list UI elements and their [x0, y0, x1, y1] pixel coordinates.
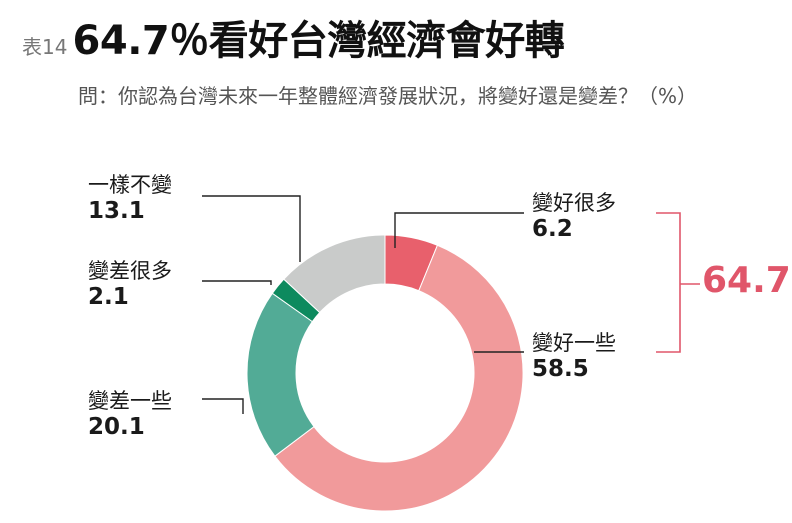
total-bracket	[656, 212, 681, 353]
slice-label-text: 變好很多	[532, 191, 616, 215]
leader-line-better-much	[394, 212, 524, 248]
slice-label-text: 變差很多	[88, 259, 172, 283]
slice-value: 13.1	[88, 198, 145, 224]
header: 表14 64.7％看好台灣經濟會好轉	[22, 8, 565, 66]
leader-lines	[202, 195, 524, 414]
slice-value: 2.1	[88, 284, 129, 310]
slice-label-text: 變差一些	[88, 389, 172, 413]
slice-label-text: 一樣不變	[88, 173, 172, 197]
slice-label-unchanged: 一樣不變 13.1	[88, 172, 172, 224]
table-number: 表14	[22, 35, 68, 59]
slice-value: 58.5	[532, 356, 589, 382]
donut-slice-worse-some	[246, 292, 315, 457]
donut-slices	[246, 234, 524, 512]
total-value: 64.7	[702, 260, 791, 301]
slice-label-better-some: 變好一些 58.5	[532, 330, 616, 382]
donut-slice-better-some	[274, 244, 524, 512]
slice-value: 20.1	[88, 414, 145, 440]
leader-line-unchanged	[202, 195, 301, 262]
chart-title: 64.7％看好台灣經濟會好轉	[72, 18, 565, 64]
slice-label-worse-much: 變差很多 2.1	[88, 258, 172, 310]
slice-value: 6.2	[532, 216, 573, 242]
slice-label-text: 變好一些	[532, 331, 616, 355]
donut-slice-unchanged	[283, 234, 386, 314]
slice-label-worse-some: 變差一些 20.1	[88, 388, 172, 440]
slice-label-better-much: 變好很多 6.2	[532, 190, 616, 242]
leader-line-worse-much	[202, 280, 272, 285]
survey-question: 問：你認為台灣未來一年整體經濟發展狀況，將變好還是變差？（%）	[78, 84, 698, 108]
leader-line-worse-some	[202, 398, 244, 414]
